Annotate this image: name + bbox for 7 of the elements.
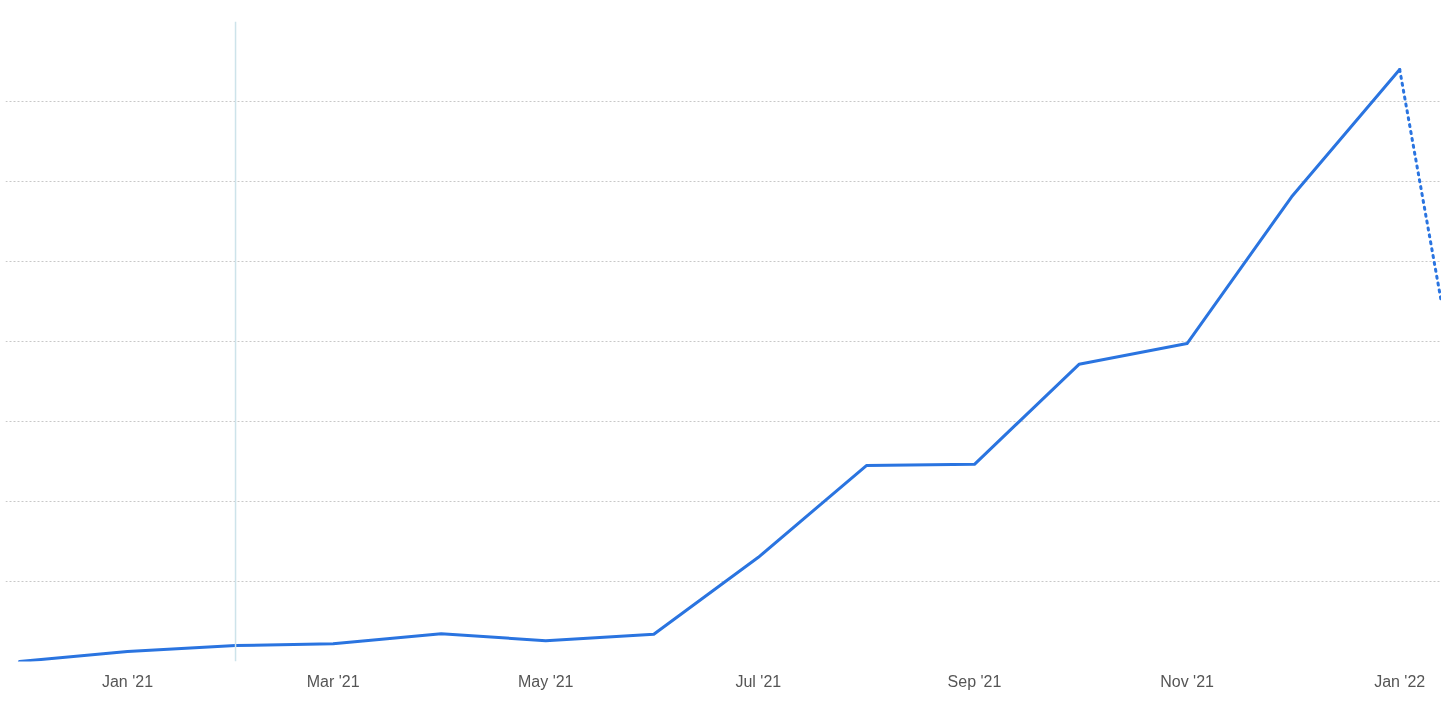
x-tick-label: Sep '21 [947,672,1002,690]
x-tick-label: Nov '21 [1160,672,1215,690]
x-tick-label: May '21 [517,672,574,690]
x-tick-label: Jan '21 [101,672,154,690]
x-tick-label: Jul '21 [735,672,782,690]
x-tick-label: Mar '21 [306,672,360,690]
x-tick-label: Jan '22 [1374,672,1426,690]
